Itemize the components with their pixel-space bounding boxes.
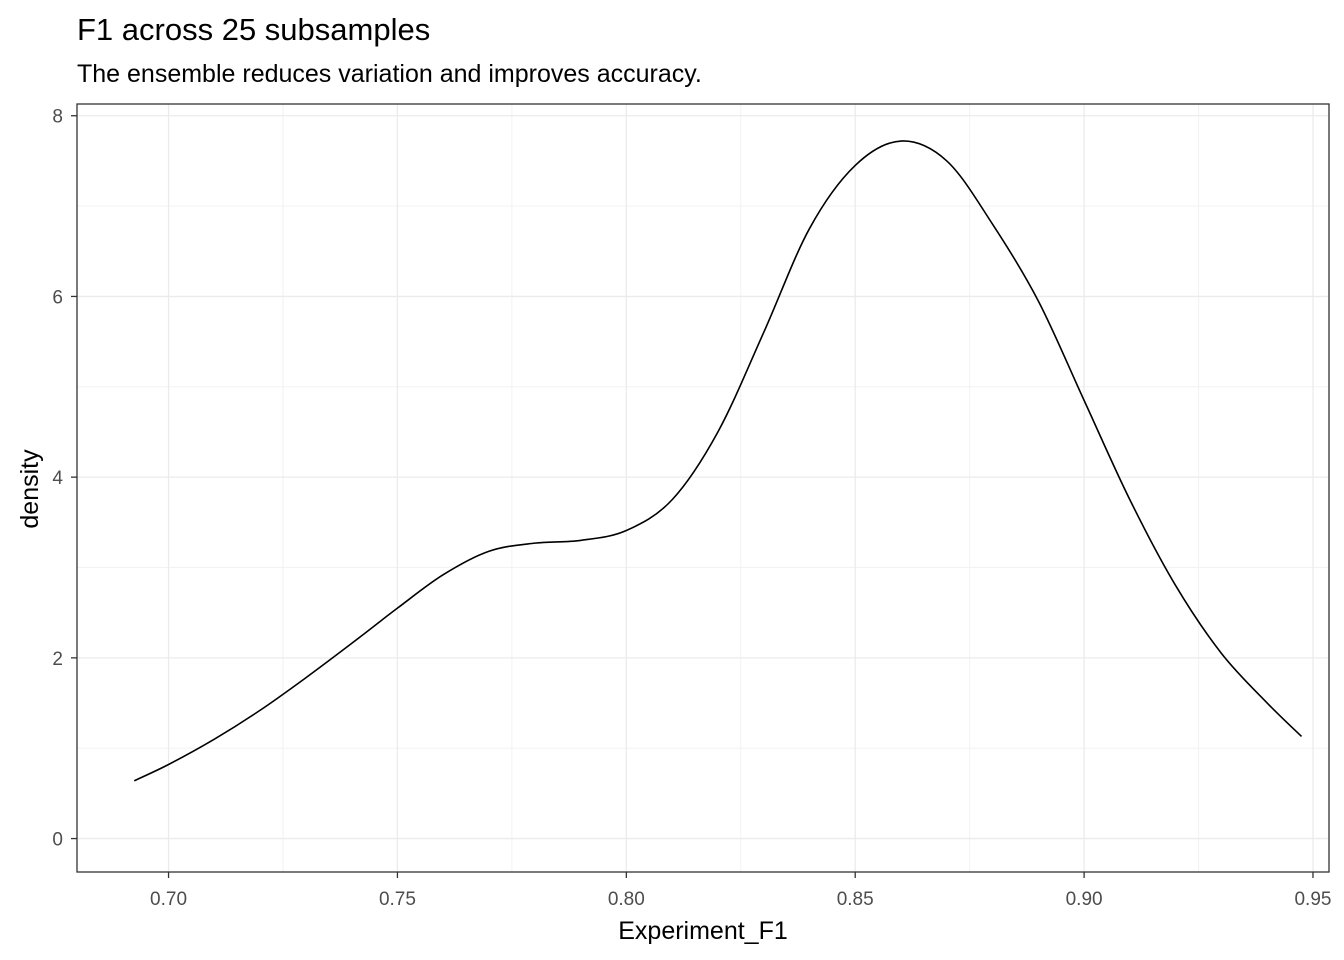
x-axis: 0.70 0.75 0.80 0.85 0.90 0.95 [150, 872, 1331, 910]
x-tick-label: 0.80 [608, 889, 645, 910]
chart-title: F1 across 25 subsamples [77, 12, 431, 47]
y-tick-label: 0 [52, 830, 63, 851]
y-tick-label: 4 [52, 468, 63, 489]
panel-border [76, 103, 1330, 873]
y-tick-label: 2 [52, 649, 63, 670]
minor-grid [77, 104, 1329, 872]
x-tick-label: 0.70 [150, 889, 187, 910]
density-curve [133, 140, 1303, 782]
y-axis-title: density [16, 449, 44, 529]
curve-layer [133, 140, 1303, 782]
x-axis-title: Experiment_F1 [618, 917, 788, 945]
x-tick-label: 0.85 [837, 889, 874, 910]
x-tick-label: 0.90 [1066, 889, 1103, 910]
major-grid [77, 104, 1329, 872]
chart-subtitle: The ensemble reduces variation and impro… [77, 60, 702, 88]
x-tick-label: 0.95 [1294, 889, 1331, 910]
y-tick-label: 6 [52, 287, 63, 308]
x-tick-label: 0.75 [379, 889, 416, 910]
y-tick-label: 8 [52, 107, 63, 128]
y-axis: 0 2 4 6 8 [52, 107, 77, 851]
